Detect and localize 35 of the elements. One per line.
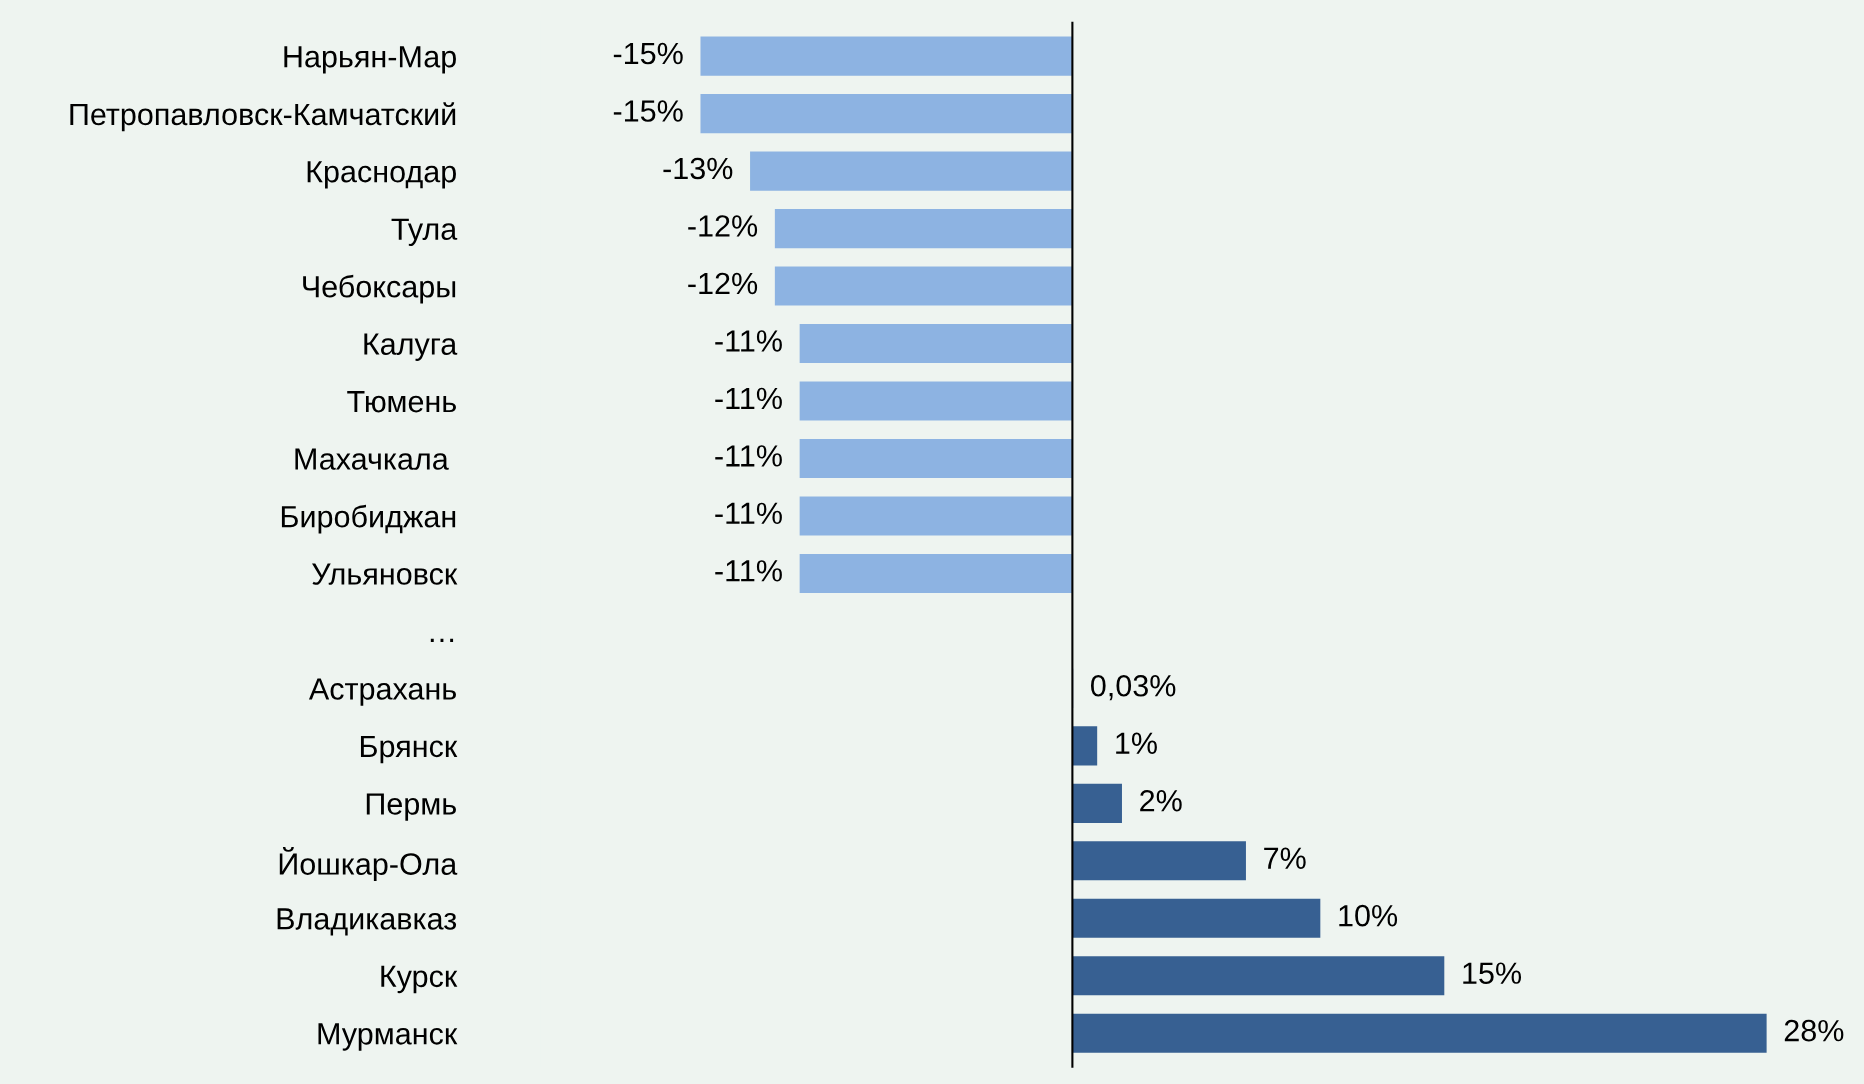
y-tick-label: Тюмень: [347, 391, 456, 413]
data-label: -13%: [663, 157, 733, 180]
data-label: -15%: [613, 100, 683, 122]
data-label: 10%: [1339, 904, 1398, 927]
y-tick-label: Ульяновск: [312, 563, 458, 585]
data-label: 7%: [1264, 847, 1306, 869]
y-tick-label: Тула: [391, 218, 458, 246]
data-label: -11%: [715, 330, 782, 352]
data-label: 1%: [1116, 732, 1157, 754]
y-tick-label: Пермь: [366, 793, 456, 821]
y-tick-label: Курск: [381, 965, 458, 994]
data-label: -11%: [715, 502, 782, 525]
y-tick-label: Чебоксары: [303, 274, 456, 304]
y-tick-label: Владикавказ: [277, 908, 457, 936]
data-label: -11%: [715, 560, 782, 582]
y-tick-label: Астрахань: [308, 678, 456, 706]
data-label: -12%: [688, 272, 758, 295]
y-tick-label: Петропавловск-Камчатский: [70, 102, 456, 132]
data-label: 28%: [1784, 1019, 1844, 1042]
data-label: 15%: [1463, 962, 1522, 984]
data-label: 0,03%: [1090, 674, 1176, 701]
data-label: -12%: [688, 215, 758, 237]
data-label: -15%: [613, 42, 683, 65]
data-label: 2%: [1140, 789, 1182, 812]
data-label: -11%: [715, 445, 782, 467]
y-tick-label: Йошкар-Ола: [279, 847, 458, 881]
y-tick-label: Махачкала: [295, 448, 449, 470]
y-tick-label: Биробиджан: [281, 504, 456, 534]
data-label: -11%: [715, 387, 782, 410]
y-tick-label: Нарьян-Мар: [284, 46, 456, 74]
y-tick-label: Мурманск: [318, 1023, 458, 1051]
y-tick-label: Калуга: [364, 333, 458, 361]
y-tick-label: Брянск: [360, 735, 458, 764]
y-tick-label: …: [430, 638, 454, 642]
y-tick-label: Краснодар: [307, 161, 456, 189]
